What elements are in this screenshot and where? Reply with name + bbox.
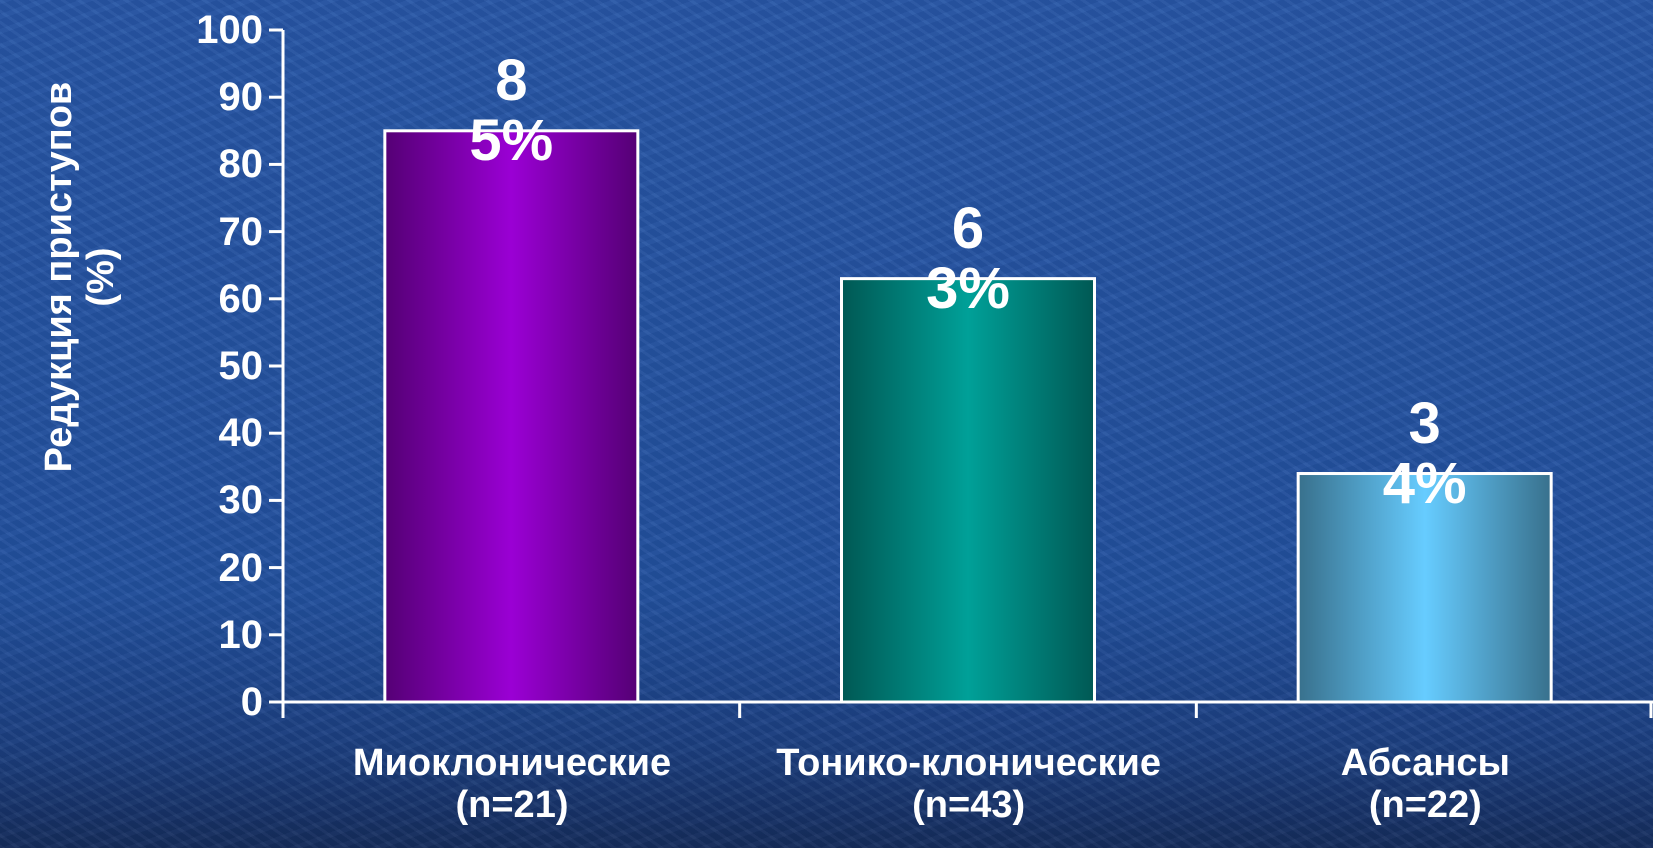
y-tick-label: 90 bbox=[218, 75, 264, 120]
data-label: 34% bbox=[1382, 390, 1467, 516]
y-tick-label: 100 bbox=[196, 8, 263, 52]
y-tick-label: 10 bbox=[218, 612, 264, 657]
y-tick-label: 50 bbox=[218, 344, 264, 388]
y-tick-label: 40 bbox=[218, 411, 264, 456]
bar-shade bbox=[384, 130, 638, 703]
y-axis-title: Редукция приступов (%) bbox=[38, 81, 122, 473]
bar-border bbox=[383, 129, 640, 704]
y-tick-label: 60 bbox=[218, 276, 264, 321]
y-tick-label: 30 bbox=[218, 478, 264, 523]
bar-border bbox=[840, 277, 1096, 704]
y-tick-label: 80 bbox=[218, 142, 264, 187]
y-tick-label: 20 bbox=[218, 545, 264, 590]
bar-border bbox=[1296, 472, 1553, 704]
x-tick-label: Абсансы (n=22) bbox=[1340, 742, 1510, 826]
y-tick-label: 70 bbox=[218, 209, 264, 254]
bar-shade bbox=[1298, 473, 1552, 702]
y-tick-label: 0 bbox=[240, 680, 263, 724]
bar-shade bbox=[841, 278, 1095, 702]
x-tick-label: Миоклонические (n=21) bbox=[352, 742, 672, 826]
x-tick-label: Тонико-клонические (n=43) bbox=[776, 742, 1162, 826]
data-label: 63% bbox=[926, 195, 1010, 321]
data-label: 85% bbox=[469, 47, 554, 173]
